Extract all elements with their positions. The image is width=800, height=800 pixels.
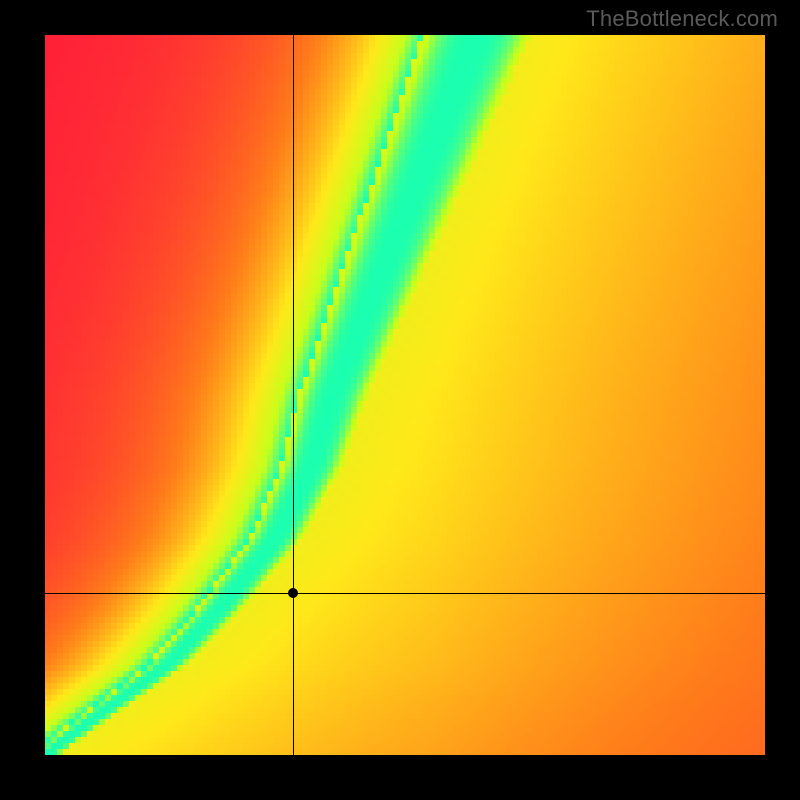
bottleneck-heatmap-canvas — [45, 35, 765, 755]
crosshair-horizontal-line — [45, 593, 765, 594]
watermark-text: TheBottleneck.com — [586, 6, 778, 32]
crosshair-vertical-line — [293, 35, 294, 755]
crosshair-marker-dot — [288, 588, 298, 598]
heatmap-plot-area — [45, 35, 765, 755]
